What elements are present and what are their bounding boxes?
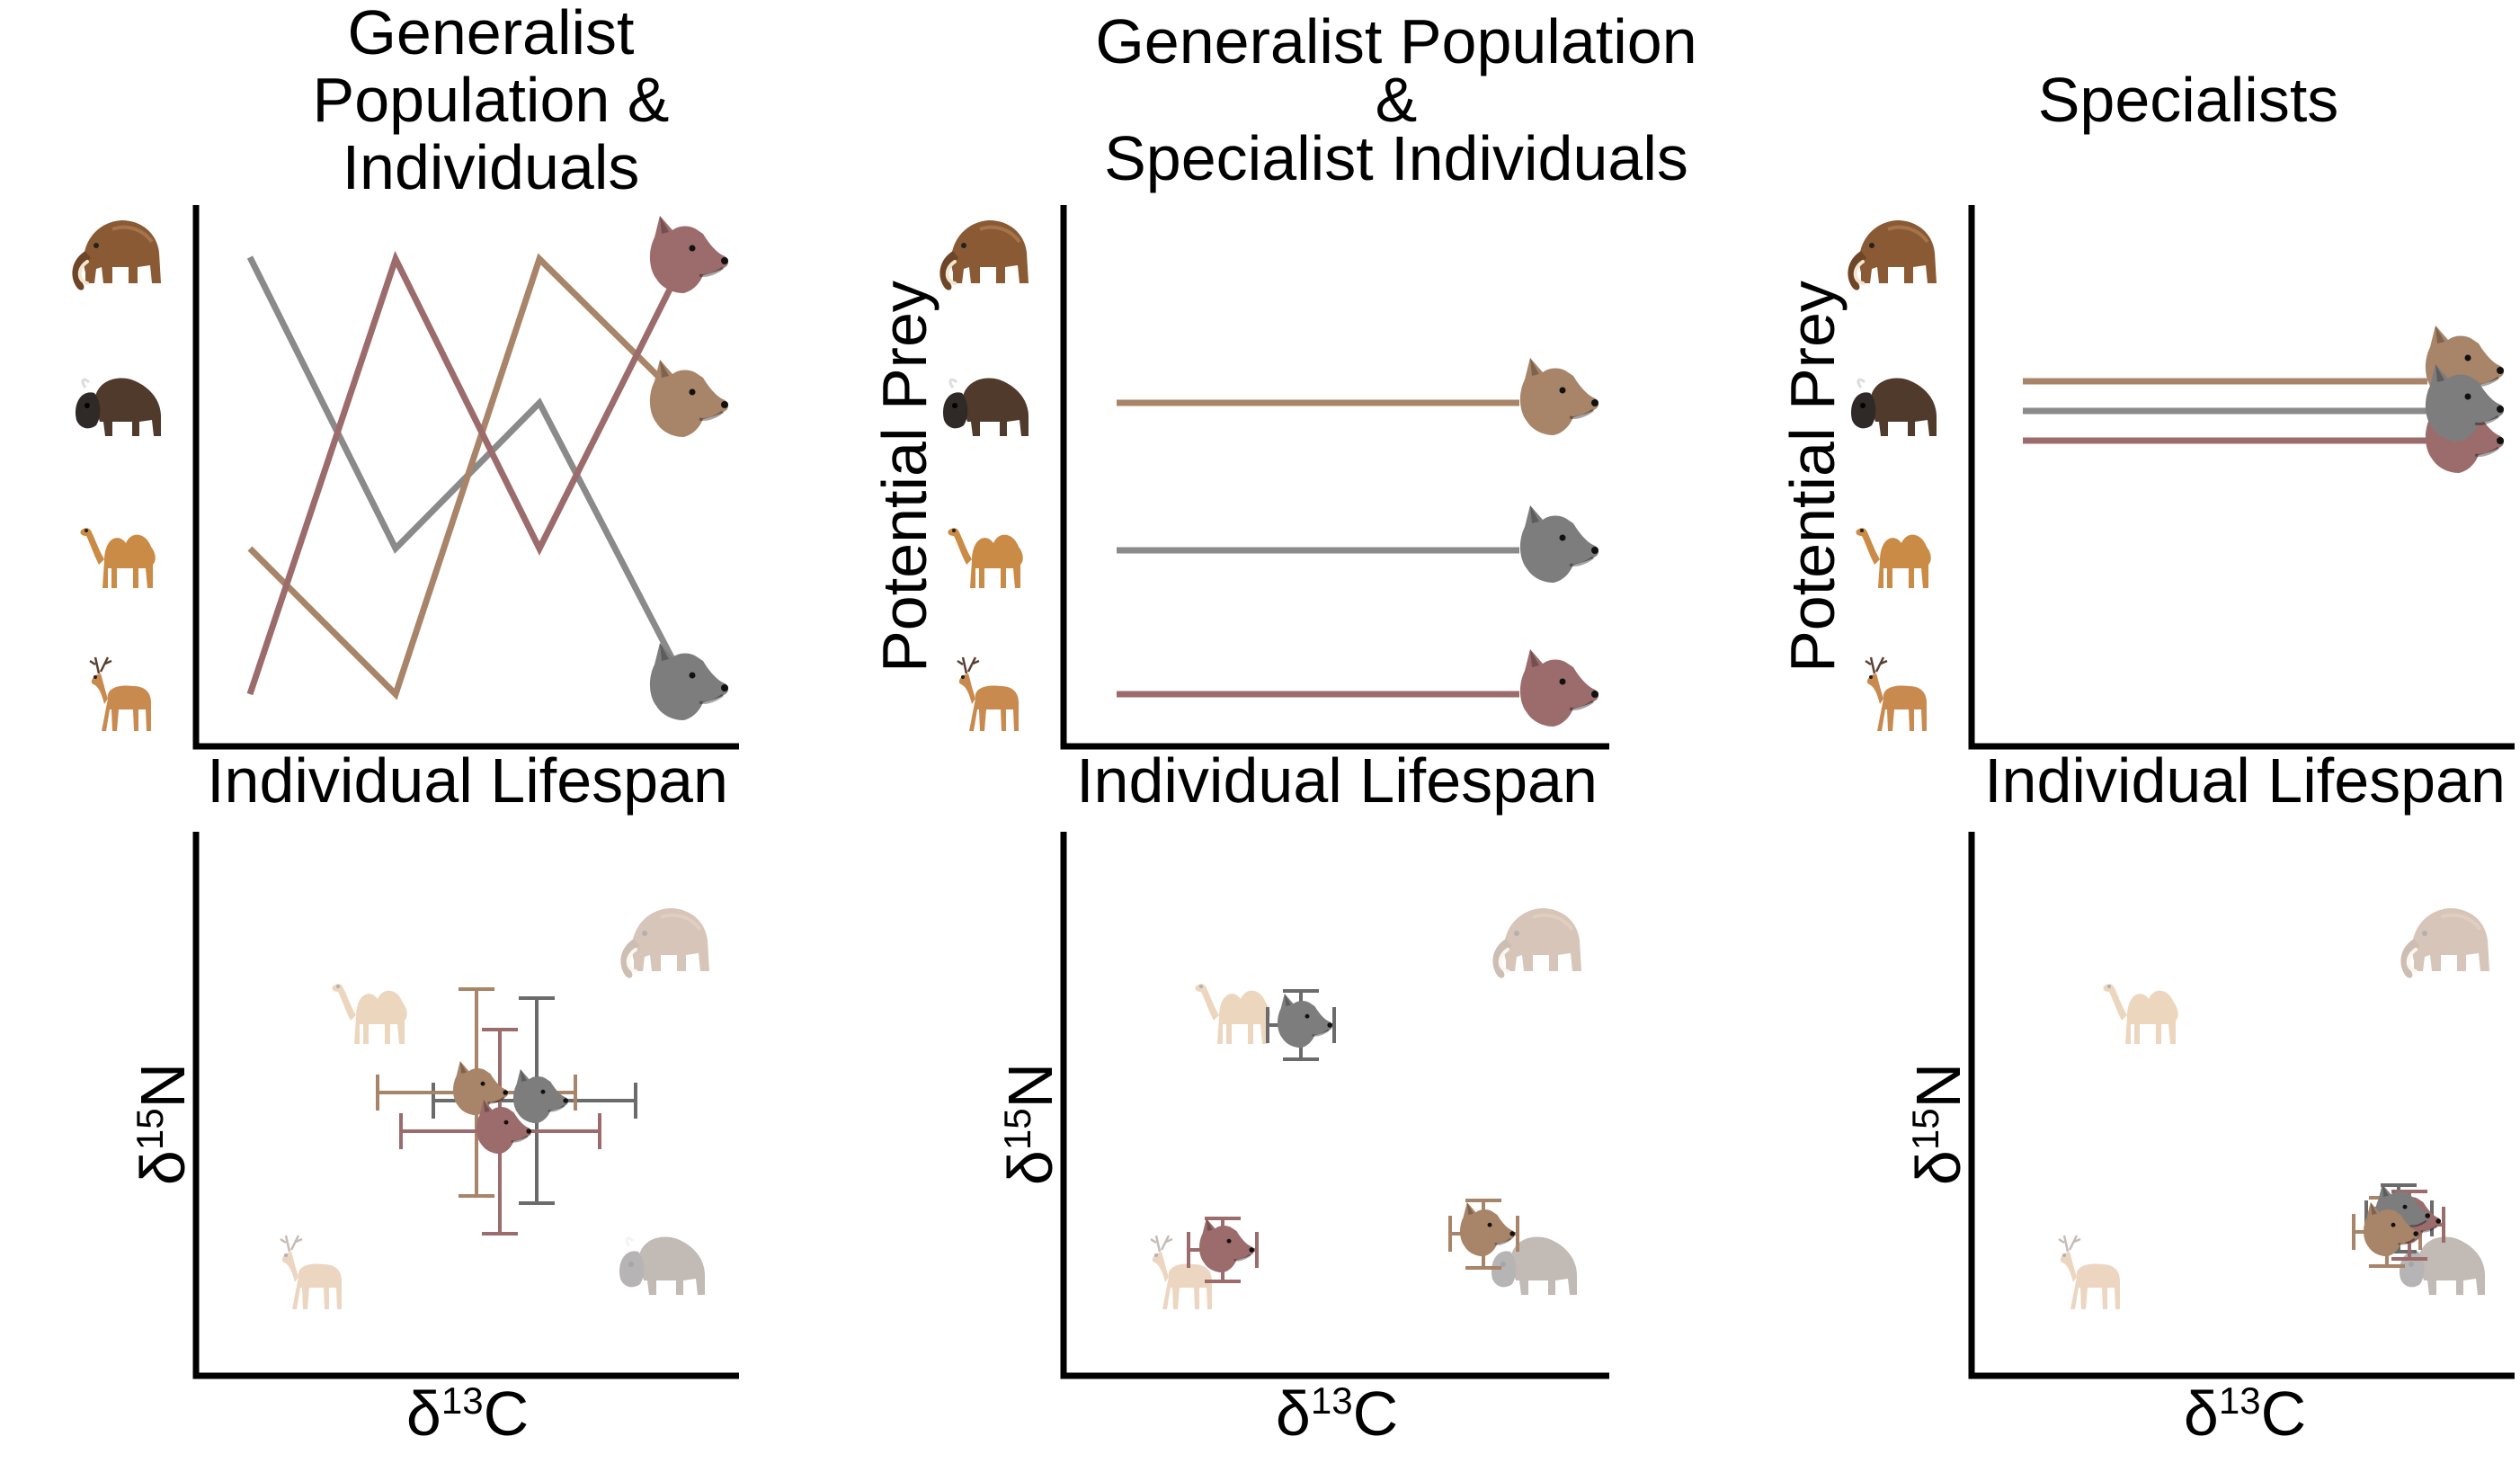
bison-icon (618, 1235, 707, 1297)
panel-3-top-plot: Potential Prey Individual Lifespan (1777, 205, 2515, 816)
panel-2-top-axes (1060, 205, 1609, 750)
mammoth-icon (1491, 906, 1583, 980)
wolf-head-icon (648, 358, 730, 439)
panel-1-top-plot: Individual Lifespan (70, 205, 739, 816)
panel-3-isotope-plot: δ15N δ13C (1903, 832, 2515, 1449)
panel-3-title-line-1: Specialists (2038, 65, 2339, 135)
camel-icon (332, 984, 407, 1044)
panel-1-bottom-axes (192, 832, 739, 1379)
wolf-head-icon (1458, 1200, 1517, 1258)
panel-3-top-axes (1968, 205, 2515, 750)
panel-1-title-line-3: Individuals (343, 132, 640, 202)
bison-icon (2398, 1235, 2487, 1297)
panel-3-bottom-axes (1968, 832, 2515, 1379)
wolf-head-icon (1518, 356, 1600, 437)
bison-icon (74, 376, 163, 438)
panel-2-top-ylabel: Potential Prey (869, 281, 939, 673)
bison-icon (1849, 376, 1938, 438)
deer-icon (956, 656, 1020, 733)
panel-2-bottom-ylabel: δ15N (995, 1063, 1065, 1185)
panel-2-title: Generalist Population & Specialist Indiv… (1095, 6, 1696, 193)
panel-3-bottom-ylabel: δ15N (1903, 1063, 1973, 1185)
wolf-head-icon (648, 641, 730, 722)
wolf-head-icon (512, 1067, 570, 1125)
mammoth-icon (2399, 906, 2491, 980)
panel-3-title: Specialists (2038, 65, 2339, 135)
red-predator-line (246, 250, 689, 696)
panel-1-title-line-2: Population & (313, 65, 670, 135)
deer-icon (2057, 1234, 2122, 1311)
panel-3-top-xlabel: Individual Lifespan (1984, 745, 2506, 816)
panel-2-top-plot: Potential Prey Individual Lifespan (869, 205, 1609, 816)
panel-2-title-line-3: Specialist Individuals (1104, 123, 1688, 193)
panel-3-bottom-xlabel: δ13C (2184, 1378, 2306, 1449)
mammoth-icon (70, 219, 163, 292)
wolf-head-icon (1518, 504, 1600, 584)
bison-icon (1490, 1235, 1579, 1297)
mammoth-icon (619, 906, 711, 980)
camel-icon (1856, 528, 1931, 588)
wolf-head-icon (1198, 1217, 1256, 1274)
panel-2-bottom-axes (1060, 832, 1609, 1379)
camel-icon (1195, 984, 1270, 1044)
panel-1-top-axes (192, 205, 739, 750)
panel-1-title: Generalist Population & Individuals (313, 0, 670, 202)
panel-2-title-line-2: & (1376, 65, 1418, 135)
deer-icon (279, 1234, 343, 1311)
deer-icon (88, 656, 153, 733)
panel-1-top-xlabel: Individual Lifespan (207, 745, 728, 816)
mammoth-icon (1846, 219, 1938, 292)
panel-1-bottom-ylabel: δ15N (128, 1063, 198, 1185)
wolf-head-icon (1276, 992, 1334, 1049)
panel-1-bottom-xlabel: δ13C (406, 1378, 529, 1449)
wolf-head-icon (1518, 647, 1600, 728)
deer-icon (1864, 656, 1928, 733)
panel-1-title-line-1: Generalist (347, 0, 634, 67)
panel-2-title-line-1: Generalist Population (1095, 6, 1696, 76)
wolf-head-icon (648, 214, 730, 295)
mammoth-icon (938, 219, 1030, 292)
bison-icon (941, 376, 1030, 438)
camel-icon (948, 528, 1023, 588)
panel-3-top-ylabel: Potential Prey (1777, 281, 1848, 673)
camel-icon (2103, 984, 2178, 1044)
panel-2-isotope-plot: δ15N δ13C (995, 832, 1609, 1449)
camel-icon (80, 528, 156, 588)
panel-2-bottom-xlabel: δ13C (1276, 1378, 1398, 1449)
panel-1-isotope-plot: δ15N δ13C (128, 832, 739, 1449)
brown-predator-line (247, 253, 688, 700)
panel-2-top-xlabel: Individual Lifespan (1076, 745, 1598, 816)
